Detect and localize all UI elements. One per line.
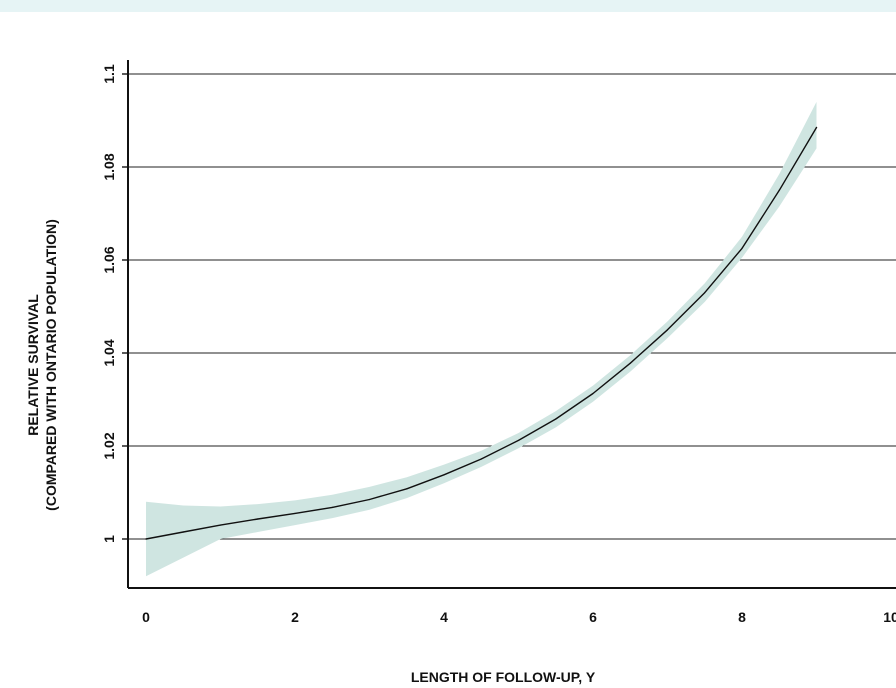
data-point-0-9: [480, 458, 482, 460]
grid-lines: [128, 73, 896, 540]
y-tick-label-0: 1: [101, 535, 117, 543]
data-point-0-4: [294, 512, 296, 515]
data-point-0-11: [555, 418, 557, 420]
x-tick-label-4: 8: [738, 609, 746, 625]
data-point-0-12: [592, 392, 594, 395]
x-tick-label-2: 4: [440, 609, 448, 625]
data-point-0-0: [145, 538, 147, 540]
data-point-0-14: [666, 329, 669, 331]
data-point-0-3: [257, 518, 259, 520]
series-line-0: [145, 126, 818, 540]
axes: [122, 60, 896, 589]
y-tick-label-4: 1.08: [101, 153, 117, 180]
data-point-0-5: [331, 506, 333, 508]
x-tick-label-0: 0: [142, 609, 150, 625]
confidence-band-0: [146, 101, 817, 577]
x-axis-title: LENGTH OF FOLLOW-UP, Y: [411, 669, 596, 685]
header-band: [0, 0, 896, 12]
y-axis-title-line-2: (COMPARED WITH ONTARIO POPULATION): [43, 219, 59, 511]
y-tick-label-3: 1.06: [101, 246, 117, 273]
data-point-0-18: [815, 126, 818, 129]
series-line-group: [145, 126, 818, 540]
data-point-0-13: [629, 362, 631, 364]
y-axis-title-line-1: RELATIVE SURVIVAL: [25, 294, 41, 436]
y-tick-label-1: 1.02: [101, 432, 117, 459]
y-tick-labels: 1 1.02 1.04 1.06 1.08 1.1: [101, 64, 117, 543]
data-point-0-15: [704, 291, 706, 294]
data-point-0-16: [741, 247, 743, 249]
x-tick-label-3: 6: [589, 609, 597, 625]
data-point-0-8: [443, 474, 445, 476]
data-point-0-10: [517, 439, 520, 442]
data-point-0-6: [368, 498, 371, 501]
confidence-band-group: [146, 101, 817, 577]
y-tick-label-5: 1.1: [101, 64, 117, 84]
x-tick-label-5: 10: [883, 609, 896, 625]
y-tick-label-2: 1.04: [101, 339, 117, 366]
data-point-0-7: [406, 488, 408, 490]
data-point-0-2: [219, 524, 222, 526]
x-tick-labels: 0 2 4 6 8 10: [142, 609, 896, 625]
data-point-0-1: [182, 531, 184, 533]
x-tick-label-1: 2: [291, 609, 299, 625]
data-point-0-17: [778, 189, 780, 191]
